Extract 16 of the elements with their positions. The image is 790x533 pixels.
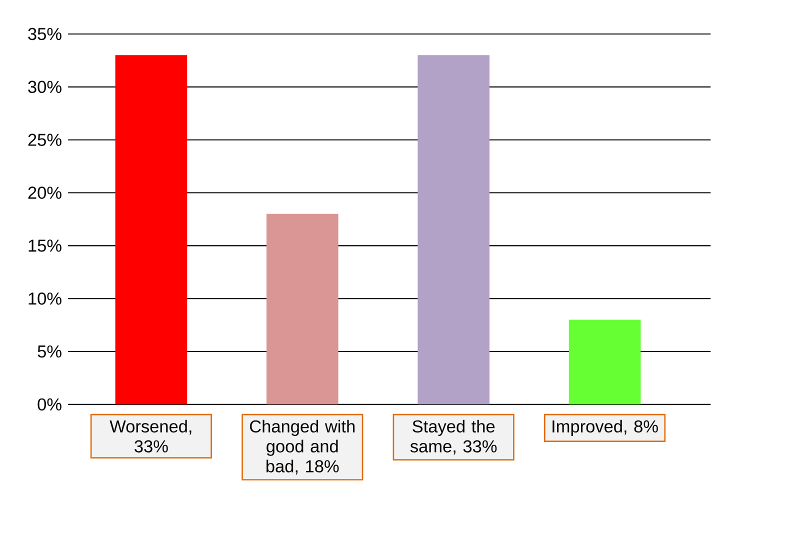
data-label: Changed with good and bad, 18% [250,420,355,474]
bar [418,55,490,404]
y-tick-label: 5% [38,345,62,358]
y-tick-label: 35% [28,28,62,40]
y-tick-label: 15% [28,240,62,252]
bar [115,55,188,404]
y-tick-label: 25% [28,134,62,146]
data-label: Improved, 8% [552,420,658,436]
y-tick-label: 30% [28,80,62,94]
y-tick-label: 10% [28,292,62,305]
data-label: Worsened, 33% [110,420,192,452]
y-tick-label: 20% [28,186,62,199]
data-label: Stayed the same, 33% [410,420,497,455]
bar [266,214,338,404]
bar [568,320,641,404]
y-tick-label: 0% [38,398,62,411]
